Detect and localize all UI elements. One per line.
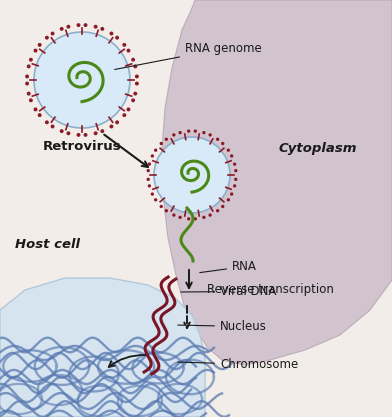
Circle shape — [100, 129, 104, 133]
Circle shape — [38, 43, 42, 47]
Polygon shape — [0, 278, 205, 417]
Circle shape — [29, 98, 33, 102]
Circle shape — [165, 138, 168, 141]
Circle shape — [127, 49, 131, 53]
Circle shape — [221, 142, 225, 145]
Circle shape — [34, 49, 38, 53]
Circle shape — [127, 108, 131, 111]
Circle shape — [27, 65, 31, 68]
Text: Host cell: Host cell — [16, 238, 80, 251]
Circle shape — [148, 184, 151, 188]
Text: RNA genome: RNA genome — [115, 42, 262, 70]
Polygon shape — [162, 0, 392, 365]
Circle shape — [135, 75, 139, 78]
Text: RNA: RNA — [200, 260, 257, 273]
Circle shape — [178, 131, 182, 134]
Circle shape — [209, 214, 212, 217]
Circle shape — [187, 129, 191, 133]
Circle shape — [227, 198, 230, 201]
Circle shape — [154, 148, 157, 152]
Circle shape — [94, 131, 98, 135]
Circle shape — [234, 178, 238, 181]
Circle shape — [34, 108, 38, 111]
Circle shape — [25, 75, 29, 78]
Circle shape — [83, 23, 87, 27]
Circle shape — [131, 98, 135, 102]
Circle shape — [154, 198, 157, 201]
Circle shape — [66, 131, 70, 135]
Circle shape — [230, 154, 233, 158]
Circle shape — [76, 23, 80, 27]
Circle shape — [154, 137, 230, 213]
Circle shape — [221, 205, 225, 208]
Circle shape — [133, 92, 137, 95]
Circle shape — [115, 36, 119, 40]
Circle shape — [172, 133, 176, 137]
Circle shape — [233, 163, 236, 166]
Text: Reverse transcription: Reverse transcription — [207, 283, 334, 296]
Circle shape — [100, 27, 104, 31]
Circle shape — [165, 209, 168, 212]
Circle shape — [109, 32, 113, 35]
Circle shape — [148, 163, 151, 166]
Circle shape — [147, 178, 150, 181]
Circle shape — [38, 113, 42, 117]
Circle shape — [45, 36, 49, 40]
Circle shape — [234, 169, 238, 172]
Circle shape — [209, 133, 212, 137]
Circle shape — [160, 142, 163, 145]
Circle shape — [202, 216, 205, 219]
Circle shape — [202, 131, 205, 134]
Circle shape — [151, 192, 154, 196]
Circle shape — [160, 205, 163, 208]
Circle shape — [122, 113, 126, 117]
Circle shape — [94, 25, 98, 29]
Circle shape — [216, 209, 220, 212]
Text: Nucleus: Nucleus — [178, 320, 267, 333]
Circle shape — [187, 217, 191, 221]
Circle shape — [194, 129, 197, 133]
Text: Viral DNA: Viral DNA — [181, 285, 276, 298]
Circle shape — [27, 92, 31, 95]
Circle shape — [233, 184, 236, 188]
Circle shape — [34, 32, 130, 128]
Text: Retrovirus: Retrovirus — [43, 140, 121, 153]
Circle shape — [115, 121, 119, 124]
Circle shape — [178, 216, 182, 219]
Circle shape — [76, 133, 80, 137]
Circle shape — [227, 148, 230, 152]
Circle shape — [66, 25, 70, 29]
Circle shape — [45, 121, 49, 124]
Circle shape — [172, 214, 176, 217]
Circle shape — [133, 65, 137, 68]
Circle shape — [216, 138, 220, 141]
Circle shape — [147, 169, 150, 172]
Circle shape — [83, 133, 87, 137]
Text: Cytoplasm: Cytoplasm — [279, 142, 357, 155]
Circle shape — [25, 82, 29, 85]
Circle shape — [51, 125, 54, 128]
Circle shape — [60, 27, 64, 31]
Circle shape — [194, 217, 197, 221]
Circle shape — [51, 32, 54, 35]
Text: Chromosome: Chromosome — [178, 358, 298, 371]
Circle shape — [122, 43, 126, 47]
Circle shape — [230, 192, 233, 196]
Circle shape — [29, 58, 33, 62]
Circle shape — [131, 58, 135, 62]
Circle shape — [109, 125, 113, 128]
Circle shape — [151, 154, 154, 158]
Circle shape — [135, 82, 139, 85]
Circle shape — [60, 129, 64, 133]
